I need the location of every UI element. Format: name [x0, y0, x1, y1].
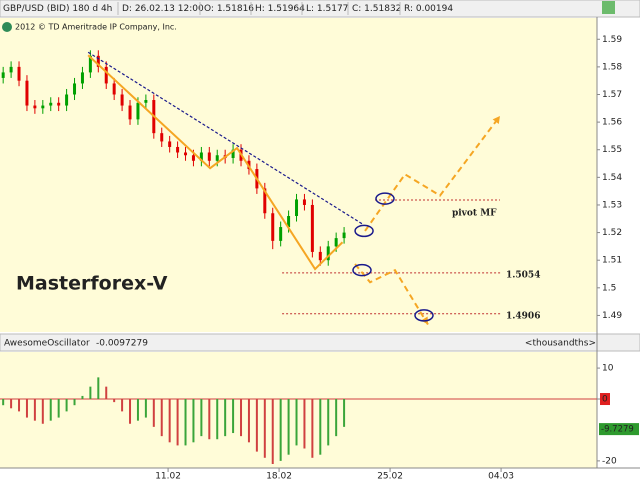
candle-body	[104, 66, 108, 84]
last-value-box	[599, 423, 639, 436]
candle-body	[231, 149, 235, 159]
candle-body	[96, 55, 100, 67]
y-tick-label: 1.51	[602, 256, 622, 266]
annotation-line	[87, 54, 344, 271]
y-tick-label: 1.54	[602, 173, 622, 183]
candle-body	[287, 216, 291, 228]
readout: O: 1.51816	[204, 4, 254, 14]
candle-body	[73, 83, 77, 95]
candle-body	[326, 246, 330, 261]
candle-body	[302, 199, 306, 205]
highlight-ellipse	[414, 309, 434, 322]
watermark: Masterforex-V	[16, 273, 168, 295]
x-tick-label: 04.03	[488, 472, 514, 480]
candle-body	[199, 152, 203, 161]
candle-body	[207, 152, 211, 161]
oscillator-title: AwesomeOscillator	[4, 339, 90, 349]
candle-body	[9, 66, 13, 73]
candle-body	[112, 83, 116, 95]
oscillator-readout: -0.0097279	[96, 339, 148, 349]
y-tick-label: 0	[602, 395, 608, 405]
y-tick-label: 10	[602, 364, 614, 374]
highlight-ellipse	[352, 263, 372, 277]
candle-body	[25, 80, 29, 106]
settings-icon[interactable]	[602, 1, 615, 14]
x-tick-label: 11.02	[155, 472, 181, 480]
readout: C: 1.51832	[352, 4, 401, 14]
candle-body	[80, 72, 84, 84]
chart-title: GBP/USD (BID) 180 d 4h	[3, 4, 112, 14]
oscillator-pane	[0, 352, 597, 468]
candle-body	[168, 141, 172, 147]
candle-body	[184, 152, 188, 156]
candle-body	[88, 55, 92, 73]
x-tick-label: 18.02	[266, 472, 292, 480]
highlight-ellipse	[354, 224, 374, 238]
oscillator-header	[0, 333, 640, 352]
annotation-line	[354, 263, 429, 326]
level-label: 1.4906	[506, 311, 540, 321]
candle-body	[271, 213, 275, 241]
candle-body	[65, 94, 69, 106]
readout: R: 0.00194	[404, 4, 453, 14]
x-tick-label: 25.02	[377, 472, 403, 480]
price-pane	[0, 18, 597, 332]
zero-label-box	[600, 393, 610, 406]
candle-body	[144, 100, 148, 103]
y-tick-label: 1.52	[602, 228, 622, 238]
level-label: 1.5054	[506, 270, 540, 280]
last-value-label: -9.7279	[601, 425, 634, 435]
readout: L: 1.5177	[306, 4, 348, 14]
y-tick-label: 1.5	[602, 283, 616, 293]
candle-body	[120, 94, 124, 106]
header-bar	[0, 0, 640, 18]
candle-body	[318, 251, 322, 261]
candle-body	[49, 102, 53, 106]
annotation-line	[87, 51, 363, 225]
candle-body	[57, 102, 61, 106]
y-tick-label: -20	[602, 456, 617, 466]
highlight-ellipse	[375, 192, 395, 205]
y-tick-label: 1.56	[602, 118, 622, 128]
y-tick-label: 1.53	[602, 200, 622, 210]
y-tick-label: 1.58	[602, 62, 622, 72]
candle-body	[41, 105, 45, 109]
candle-body	[310, 204, 314, 252]
candle-body	[176, 146, 180, 153]
info-icon[interactable]	[2, 22, 12, 32]
candle-body	[1, 72, 5, 78]
candle-body	[33, 105, 37, 109]
candle-body	[136, 102, 140, 120]
y-tick-label: 1.55	[602, 145, 622, 155]
y-tick-label: 1.49	[602, 311, 622, 321]
y-tick-label: 1.59	[602, 35, 622, 45]
candle-body	[334, 238, 338, 247]
candle-body	[295, 199, 299, 217]
arrow-head	[492, 116, 500, 124]
candle-body	[279, 227, 283, 241]
candle-body	[342, 232, 346, 239]
oscillator-unit: <thousandths>	[525, 339, 596, 349]
readout: H: 1.51964	[255, 4, 305, 14]
copyright: 2012 © TD Ameritrade IP Company, Inc.	[15, 23, 177, 32]
candle-body	[191, 155, 195, 161]
candle-body	[215, 155, 219, 161]
y-tick-label: 1.57	[602, 90, 622, 100]
candle-body	[17, 66, 21, 81]
annotation-line	[364, 115, 501, 232]
candle-body	[160, 133, 164, 142]
level-label: pivot MF	[452, 208, 497, 218]
candle-body	[263, 188, 267, 214]
readout: D: 26.02.13 12:00	[122, 4, 204, 14]
candle-body	[128, 105, 132, 120]
